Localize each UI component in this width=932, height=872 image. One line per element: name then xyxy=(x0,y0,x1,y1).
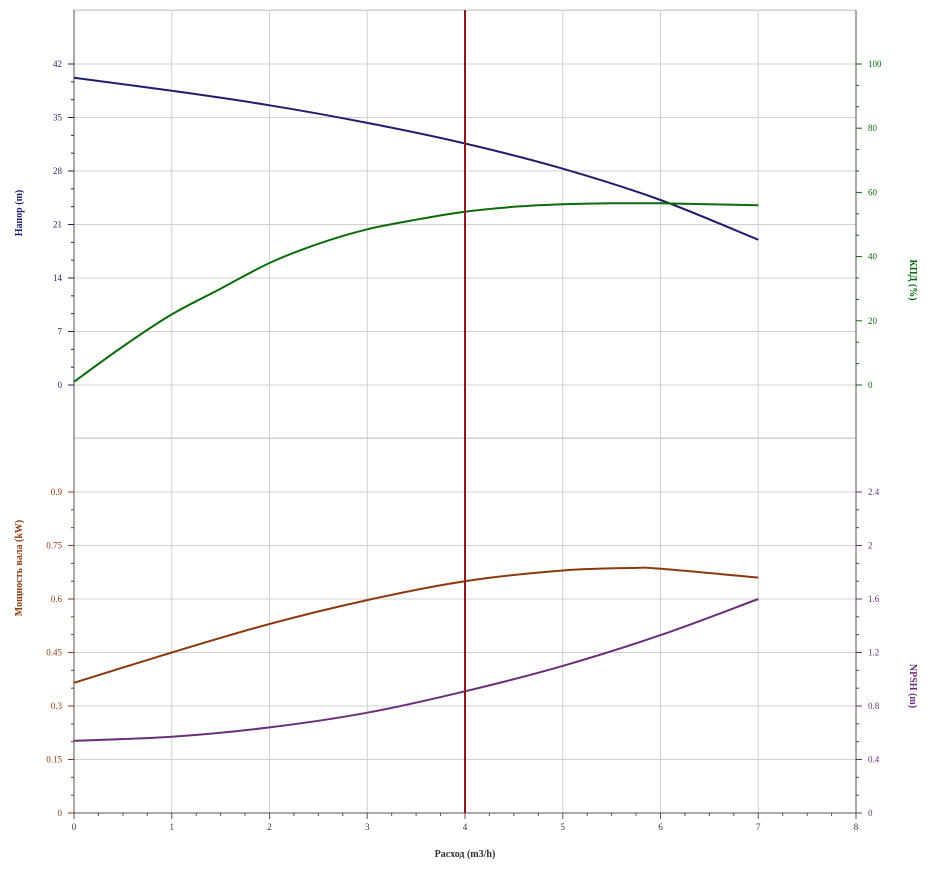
power-axis-tick-label: 0.3 xyxy=(51,701,63,711)
head-axis-tick-label: 14 xyxy=(53,273,63,283)
npsh-axis-title: NPSH (m) xyxy=(907,664,918,708)
efficiency-axis-tick-label: 100 xyxy=(868,59,882,69)
efficiency-axis-title: КПД (%) xyxy=(907,259,918,300)
x-tick-label: 1 xyxy=(170,822,175,832)
npsh-axis-tick-label: 1.2 xyxy=(868,648,879,658)
efficiency-curve xyxy=(73,202,759,383)
efficiency-axis-tick-label: 0 xyxy=(868,380,873,390)
efficiency-axis-tick-label: 80 xyxy=(868,123,878,133)
efficiency-axis-tick-label: 20 xyxy=(868,316,878,326)
head-axis-tick-label: 21 xyxy=(53,220,62,230)
npsh-axis-tick-label: 0 xyxy=(868,808,873,818)
power-axis-tick-label: 0.6 xyxy=(51,594,63,604)
npsh-curve xyxy=(73,598,759,742)
head-curve xyxy=(73,76,759,241)
x-tick-label: 5 xyxy=(561,822,566,832)
head-axis-tick-label: 0 xyxy=(58,380,63,390)
x-axis-title: Расход (m3/h) xyxy=(435,849,496,860)
power-axis-tick-label: 0.45 xyxy=(46,648,62,658)
head-axis-tick-label: 28 xyxy=(53,166,63,176)
npsh-axis-tick-label: 2 xyxy=(868,541,873,551)
power-axis-tick-label: 0.75 xyxy=(46,541,62,551)
x-tick-label: 2 xyxy=(267,822,272,832)
x-tick-label: 7 xyxy=(756,822,761,832)
x-tick-label: 3 xyxy=(365,822,370,832)
x-tick-label: 4 xyxy=(463,822,468,832)
x-tick-label: 8 xyxy=(854,822,859,832)
npsh-axis-tick-label: 2.4 xyxy=(868,487,880,497)
power-curve xyxy=(73,566,759,684)
npsh-axis-tick-label: 0.8 xyxy=(868,701,880,711)
power-axis-tick-label: 0.9 xyxy=(51,487,63,497)
power-axis-tick-label: 0 xyxy=(58,808,63,818)
npsh-axis-tick-label: 0.4 xyxy=(868,755,880,765)
efficiency-axis-tick-label: 40 xyxy=(868,252,878,262)
head-axis-tick-label: 7 xyxy=(58,327,63,337)
head-axis-title: Напор (m) xyxy=(14,190,25,236)
x-tick-label: 0 xyxy=(72,822,77,832)
npsh-axis-tick-label: 1.6 xyxy=(868,594,880,604)
power-axis-tick-label: 0.15 xyxy=(46,755,62,765)
head-axis-tick-label: 42 xyxy=(53,59,62,69)
efficiency-axis-tick-label: 60 xyxy=(868,187,878,197)
head-axis-tick-label: 35 xyxy=(53,113,63,123)
x-tick-label: 6 xyxy=(658,822,663,832)
power-axis-title: Мощность вала (kW) xyxy=(14,520,25,616)
